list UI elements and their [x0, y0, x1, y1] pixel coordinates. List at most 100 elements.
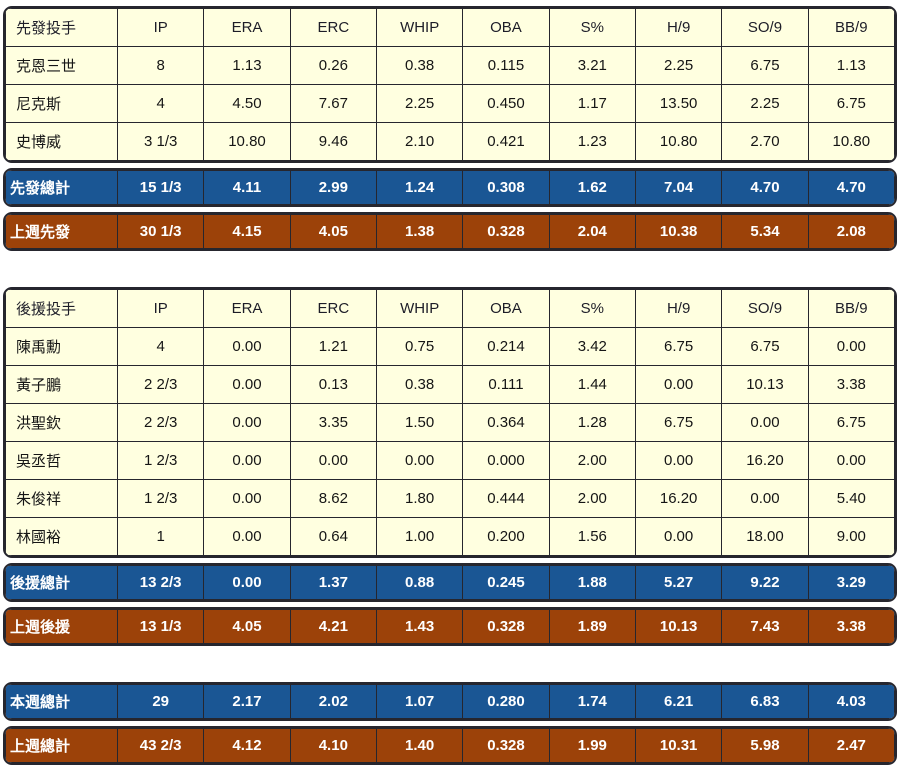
column-header: ERA — [203, 8, 291, 47]
player-row: 朱俊祥 1 2/3 0.00 8.62 1.80 0.444 2.00 16.2… — [5, 479, 895, 518]
stat-value: 2 2/3 — [116, 403, 205, 442]
stat-value: 10.80 — [203, 122, 291, 161]
stat-value: 0.00 — [203, 479, 291, 518]
player-name: 黃子鵬 — [5, 365, 118, 404]
stat-value: 3.42 — [548, 327, 636, 366]
stat-value: 3.35 — [289, 403, 377, 442]
stat-value: 1.38 — [375, 214, 464, 249]
stat-value: 13 2/3 — [116, 565, 205, 600]
stat-value: 4.21 — [289, 609, 377, 644]
column-header: SO/9 — [721, 8, 809, 47]
stat-value: 6.75 — [807, 403, 895, 442]
stat-value: 0.328 — [462, 214, 550, 249]
column-header: ERC — [289, 8, 377, 47]
column-header: IP — [116, 289, 205, 328]
stat-value: 4.05 — [203, 609, 291, 644]
stat-value: 5.27 — [634, 565, 723, 600]
stat-value: 10.38 — [634, 214, 723, 249]
player-name: 洪聖欽 — [5, 403, 118, 442]
stat-value: 6.75 — [807, 84, 895, 123]
stat-value: 1.43 — [375, 609, 464, 644]
column-header: H/9 — [634, 289, 723, 328]
stat-value: 4.05 — [289, 214, 377, 249]
stat-value: 2.04 — [548, 214, 636, 249]
stat-value: 10.13 — [634, 609, 723, 644]
stat-value: 0.00 — [807, 327, 895, 366]
player-row: 史博威 3 1/3 10.80 9.46 2.10 0.421 1.23 10.… — [5, 122, 895, 161]
stat-value: 4.03 — [807, 684, 895, 719]
stat-value: 4.70 — [721, 170, 809, 205]
column-header: OBA — [462, 8, 550, 47]
stat-value: 1.13 — [203, 46, 291, 85]
stat-value: 0.00 — [375, 441, 464, 480]
stat-value: 6.75 — [634, 327, 723, 366]
total-label: 上週後援 — [5, 609, 118, 644]
player-name: 吳丞哲 — [5, 441, 118, 480]
column-header: SO/9 — [721, 289, 809, 328]
stat-value: 0.26 — [289, 46, 377, 85]
stat-value: 1.50 — [375, 403, 464, 442]
stat-value: 4.50 — [203, 84, 291, 123]
relief-pitchers-table: 後援投手 IP ERA ERC WHIP OBA S% H/9 SO/9 BB/… — [3, 287, 897, 558]
stat-value: 1 2/3 — [116, 441, 205, 480]
column-header: IP — [116, 8, 205, 47]
stat-value: 3.38 — [807, 609, 895, 644]
stat-value: 0.450 — [462, 84, 550, 123]
stat-value: 0.00 — [203, 517, 291, 556]
stat-value: 4 — [116, 327, 205, 366]
player-row: 尼克斯 4 4.50 7.67 2.25 0.450 1.17 13.50 2.… — [5, 84, 895, 123]
stat-value: 0.38 — [375, 46, 464, 85]
prev-week-row: 上週總計 43 2/3 4.12 4.10 1.40 0.328 1.99 10… — [5, 728, 895, 763]
header-row: 先發投手 IP ERA ERC WHIP OBA S% H/9 SO/9 BB/… — [5, 8, 895, 47]
stat-value: 0.245 — [462, 565, 550, 600]
stat-value: 0.00 — [203, 365, 291, 404]
column-header: ERC — [289, 289, 377, 328]
stat-value: 1.40 — [375, 728, 464, 763]
stat-value: 1 2/3 — [116, 479, 205, 518]
stat-value: 5.34 — [721, 214, 809, 249]
stat-value: 2.25 — [721, 84, 809, 123]
stat-value: 1.24 — [375, 170, 464, 205]
stat-value: 13.50 — [634, 84, 723, 123]
stat-value: 1 — [116, 517, 205, 556]
stat-value: 4.15 — [203, 214, 291, 249]
stat-value: 6.83 — [721, 684, 809, 719]
stat-value: 0.00 — [203, 327, 291, 366]
stat-value: 2.25 — [634, 46, 723, 85]
lastweek-total-block: 上週總計 43 2/3 4.12 4.10 1.40 0.328 1.99 10… — [3, 726, 897, 765]
starting-pitchers-section: 先發投手 IP ERA ERC WHIP OBA S% H/9 SO/9 BB/… — [3, 6, 897, 251]
stat-value: 0.280 — [462, 684, 550, 719]
stat-value: 2.17 — [203, 684, 291, 719]
stat-value: 0.308 — [462, 170, 550, 205]
stat-value: 10.31 — [634, 728, 723, 763]
stat-value: 8.62 — [289, 479, 377, 518]
stat-value: 4.70 — [807, 170, 895, 205]
stat-value: 1.62 — [548, 170, 636, 205]
total-label: 本週總計 — [5, 684, 118, 719]
stat-value: 15 1/3 — [116, 170, 205, 205]
stat-value: 2.00 — [548, 441, 636, 480]
table-title-cell: 後援投手 — [5, 289, 118, 328]
stat-value: 1.00 — [375, 517, 464, 556]
stat-value: 0.00 — [721, 479, 809, 518]
prev-week-row: 上週先發 30 1/3 4.15 4.05 1.38 0.328 2.04 10… — [5, 214, 895, 249]
stat-value: 7.04 — [634, 170, 723, 205]
stat-value: 9.00 — [807, 517, 895, 556]
stat-value: 0.00 — [203, 441, 291, 480]
relief-lastweek-block: 上週後援 13 1/3 4.05 4.21 1.43 0.328 1.89 10… — [3, 607, 897, 646]
stat-value: 5.98 — [721, 728, 809, 763]
starting-pitchers-table: 先發投手 IP ERA ERC WHIP OBA S% H/9 SO/9 BB/… — [3, 6, 897, 163]
stat-value: 1.74 — [548, 684, 636, 719]
stat-value: 3.29 — [807, 565, 895, 600]
stat-value: 0.00 — [203, 565, 291, 600]
stat-value: 1.88 — [548, 565, 636, 600]
stat-value: 2.70 — [721, 122, 809, 161]
stat-value: 1.89 — [548, 609, 636, 644]
stat-value: 2.47 — [807, 728, 895, 763]
column-header: WHIP — [375, 289, 464, 328]
stat-value: 6.75 — [721, 327, 809, 366]
column-header: BB/9 — [807, 8, 895, 47]
stat-value: 0.00 — [634, 365, 723, 404]
stat-value: 2.10 — [375, 122, 464, 161]
